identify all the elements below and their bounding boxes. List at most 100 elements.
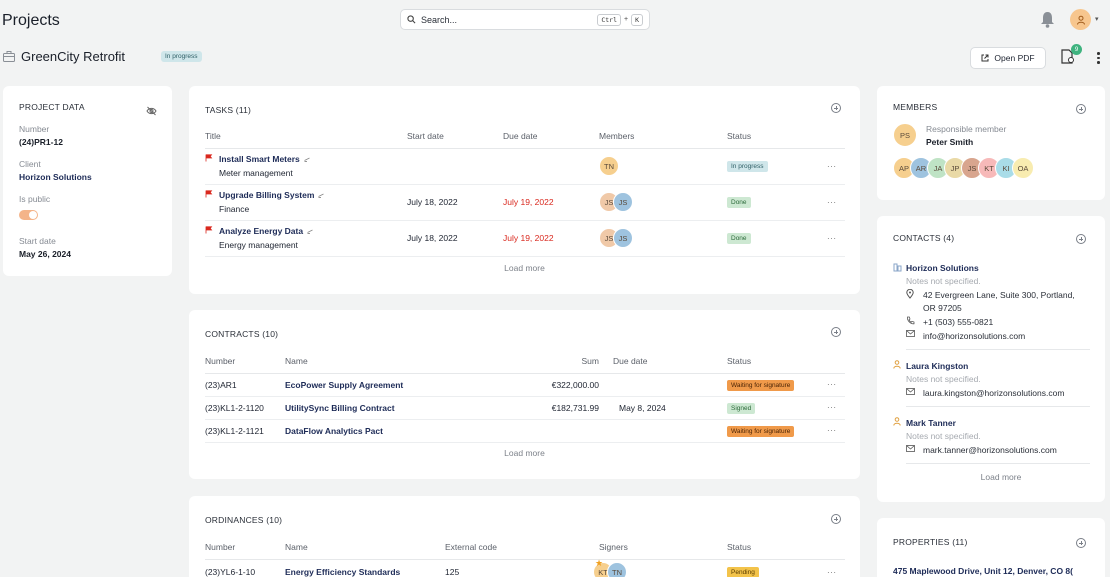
contract-number: (23)AR1	[205, 373, 285, 397]
contact-email[interactable]: laura.kingston@horizonsolutions.com	[923, 388, 1065, 398]
member-avatar[interactable]: OA	[1012, 157, 1034, 179]
contact-email[interactable]: mark.tanner@horizonsolutions.com	[923, 445, 1057, 455]
contracts-title: CONTRACTS (10)	[205, 329, 279, 339]
contact-name[interactable]: Laura Kingston	[906, 361, 969, 371]
add-member-icon[interactable]	[1076, 104, 1086, 114]
contract-sum	[485, 419, 611, 443]
member-avatar[interactable]: AP	[893, 157, 915, 179]
member-avatar[interactable]: JA	[927, 157, 949, 179]
flag-icon	[205, 226, 213, 234]
contract-name[interactable]: DataFlow Analytics Pact	[285, 419, 485, 443]
tasks-load-more[interactable]: Load more	[504, 263, 545, 273]
contracts-card: CONTRACTS (10) Number Name Sum Due date …	[189, 310, 860, 479]
members-card: MEMBERS PS Responsible member Peter Smit…	[877, 86, 1105, 200]
tasks-title: TASKS (11)	[205, 105, 252, 115]
contacts-load-more[interactable]: Load more	[980, 472, 1022, 482]
company-phone[interactable]: +1 (503) 555-0821	[923, 317, 994, 327]
location-pin-icon	[906, 289, 914, 299]
eye-off-icon[interactable]	[146, 106, 157, 116]
mail-icon	[906, 330, 915, 337]
col-actions	[827, 124, 845, 149]
row-actions-icon[interactable]: ···	[827, 373, 845, 397]
responsible-avatar[interactable]: PS	[893, 123, 917, 147]
ordinance-name[interactable]: Energy Efficiency Standards	[285, 559, 445, 577]
table-row[interactable]: (23)KL1-2-1121 DataFlow Analytics Pact Wai…	[205, 419, 845, 443]
col-number: Number	[205, 349, 285, 374]
table-row[interactable]: (23)YL6-1-10 Energy Efficiency Standards 1…	[205, 558, 845, 577]
add-contact-icon[interactable]	[1076, 234, 1086, 244]
edit-icon[interactable]	[318, 193, 325, 198]
col-due: Due date	[503, 124, 599, 149]
contacts-card: CONTACTS (4) Horizon Solutions Notes not…	[877, 216, 1105, 502]
row-actions-icon[interactable]: ···	[827, 184, 845, 221]
table-row[interactable]: (23)KL1-2-1120 UtilitySync Billing Contra…	[205, 396, 845, 420]
col-sum: Sum	[485, 349, 611, 374]
properties-title: PROPERTIES (11)	[893, 537, 968, 547]
member-avatar[interactable]: JS	[613, 228, 633, 248]
task-name[interactable]: Install Smart Meters	[219, 154, 311, 164]
project-status-badge: In progress	[161, 51, 202, 62]
shortcut-ctrl: Ctrl	[597, 13, 621, 26]
contracts-load-more[interactable]: Load more	[504, 448, 545, 458]
contract-name[interactable]: UtilitySync Billing Contract	[285, 396, 485, 420]
col-signers: Signers	[599, 535, 727, 560]
member-avatar[interactable]: TN	[607, 562, 627, 577]
more-options-icon[interactable]	[1097, 52, 1101, 66]
row-actions-icon[interactable]: ···	[827, 396, 845, 420]
company-email[interactable]: info@horizonsolutions.com	[923, 331, 1026, 341]
contract-number: (23)KL1-2-1121	[205, 419, 285, 443]
col-code: External code	[445, 535, 599, 560]
search-placeholder[interactable]: Search...	[421, 14, 458, 25]
col-actions	[827, 535, 845, 560]
contracts-table: Number Name Sum Due date Status (23)AR1 E…	[205, 349, 845, 443]
properties-card: PROPERTIES (11) 475 Maplewood Drive, Uni…	[877, 518, 1105, 577]
user-avatar[interactable]	[1070, 9, 1091, 30]
add-ordinance-icon[interactable]	[831, 514, 841, 524]
ordinances-card: ORDINANCES (10) Number Name External cod…	[189, 496, 860, 577]
table-row[interactable]: (23)AR1 EcoPower Supply Agreement €322,000…	[205, 373, 845, 397]
building-icon	[893, 263, 902, 272]
edit-icon[interactable]	[304, 157, 311, 162]
company-name[interactable]: Horizon Solutions	[906, 263, 979, 273]
ordinance-number: (23)YL6-1-10	[205, 559, 285, 577]
document-icon[interactable]	[1061, 49, 1075, 64]
contract-name[interactable]: EcoPower Supply Agreement	[285, 373, 485, 397]
shortcut-k: K	[631, 13, 643, 26]
task-members: JS JS	[599, 228, 727, 248]
status-badge: Done	[727, 233, 751, 244]
external-link-icon	[981, 54, 989, 62]
search-icon	[407, 15, 416, 24]
property-address[interactable]: 475 Maplewood Drive, Unit 12, Denver, CO…	[893, 566, 1073, 576]
col-due: Due date	[611, 349, 727, 374]
task-name[interactable]: Analyze Energy Data	[219, 226, 314, 236]
chevron-down-icon[interactable]: ▾	[1095, 16, 1099, 23]
member-avatar[interactable]: KT	[978, 157, 1000, 179]
client-label: Client	[19, 159, 41, 169]
add-property-icon[interactable]	[1076, 538, 1086, 548]
row-actions-icon[interactable]: ···	[827, 559, 845, 577]
project-data-title: PROJECT DATA	[19, 102, 85, 112]
member-avatar[interactable]: TN	[599, 156, 619, 176]
tasks-table: Title Start date Due date Members Status…	[205, 124, 845, 257]
divider	[906, 349, 1090, 350]
open-pdf-button[interactable]: Open PDF	[970, 47, 1046, 69]
table-row[interactable]: Upgrade Billing System Finance July 18, 20…	[205, 184, 845, 221]
ordinance-signers: ★ KT TN	[593, 558, 727, 577]
task-name[interactable]: Upgrade Billing System	[219, 190, 325, 200]
table-row[interactable]: Install Smart Meters Meter management TN In…	[205, 148, 845, 185]
document-count-badge: 9	[1071, 44, 1082, 55]
row-actions-icon[interactable]: ···	[827, 419, 845, 443]
bell-icon[interactable]	[1040, 11, 1055, 28]
row-actions-icon[interactable]: ···	[827, 148, 845, 185]
edit-icon[interactable]	[307, 229, 314, 234]
contact-name[interactable]: Mark Tanner	[906, 418, 956, 428]
is-public-toggle[interactable]	[19, 210, 38, 220]
col-number: Number	[205, 535, 285, 560]
status-badge: Done	[727, 197, 751, 208]
add-contract-icon[interactable]	[831, 327, 841, 337]
search-box[interactable]: Search... Ctrl + K	[400, 9, 650, 30]
member-avatar[interactable]: JS	[613, 192, 633, 212]
row-actions-icon[interactable]: ···	[827, 220, 845, 257]
table-row[interactable]: Analyze Energy Data Energy management July…	[205, 220, 845, 257]
add-task-icon[interactable]	[831, 103, 841, 113]
